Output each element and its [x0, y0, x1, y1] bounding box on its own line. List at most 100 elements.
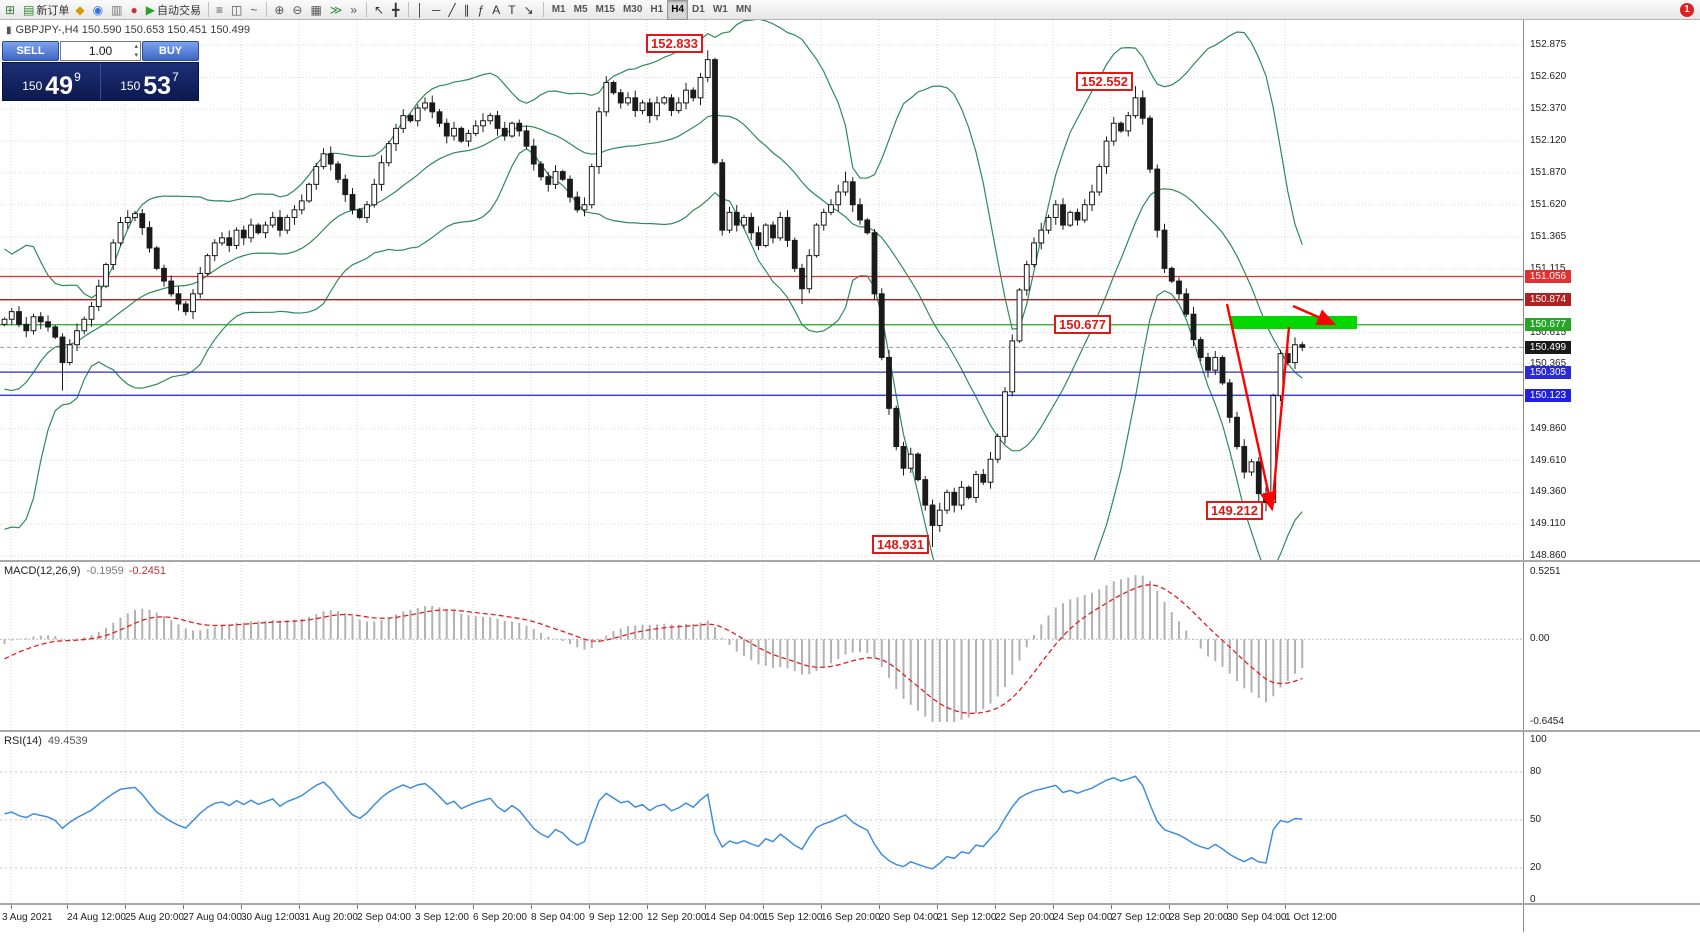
time-axis-label: 2 Sep 04:00: [357, 912, 411, 923]
toolbar-separator: [366, 2, 368, 17]
channel-icon-glyph: ∥: [463, 2, 470, 17]
bar-chart-icon[interactable]: ≡: [213, 1, 228, 19]
timeframe-m30[interactable]: M30: [619, 0, 646, 20]
red-arrow-annotation[interactable]: [1225, 303, 1277, 512]
navigator-icon-glyph: ◉: [92, 2, 104, 17]
timeframe-d1[interactable]: D1: [688, 0, 709, 20]
trendline-icon[interactable]: ╱: [445, 1, 460, 19]
record-icon[interactable]: ●: [127, 1, 142, 19]
toolbar-separator: [408, 2, 410, 17]
price-tag-150.305: 150.305: [1525, 365, 1571, 379]
label-icon[interactable]: T: [505, 1, 520, 19]
price-annotation-149.212[interactable]: 149.212: [1206, 501, 1263, 520]
horizontal-lines[interactable]: [0, 275, 1523, 396]
sell-price-prefix: 150: [22, 79, 43, 93]
horizontal-line-icon[interactable]: ─: [429, 1, 446, 19]
sell-price[interactable]: 150 49 9: [3, 63, 100, 100]
time-tick: [1169, 905, 1170, 909]
rsi-axis-label: 20: [1530, 862, 1542, 873]
macd-axis-label: -0.6454: [1530, 716, 1564, 727]
fibonacci-icon[interactable]: ƒ: [475, 1, 490, 19]
price-axis-label: 150.615: [1530, 326, 1567, 338]
autotrade-button[interactable]: ▶ 自动交易: [143, 1, 204, 19]
volume-input[interactable]: 1.00 ▴ ▾: [60, 41, 141, 61]
zoom-out-icon[interactable]: ⊖: [289, 1, 307, 19]
time-tick: [67, 905, 68, 909]
timeframe-m1[interactable]: M1: [548, 0, 570, 20]
crosshair-icon[interactable]: ╋: [389, 1, 404, 19]
buy-button[interactable]: BUY: [142, 41, 199, 61]
price-tag-150.677: 150.677: [1525, 318, 1571, 332]
timeframe-h4[interactable]: H4: [667, 0, 689, 20]
panel-divider[interactable]: [0, 903, 1700, 905]
red-arrow-annotation[interactable]: [1270, 326, 1291, 510]
timeframe-mn[interactable]: MN: [732, 0, 756, 20]
new-order-button[interactable]: ▤ 新订单: [20, 1, 72, 19]
price-annotation-148.931[interactable]: 148.931: [872, 535, 929, 554]
timeframe-m15[interactable]: M15: [592, 0, 619, 20]
volume-stepper[interactable]: ▴ ▾: [134, 43, 138, 59]
time-axis-label: 16 Sep 20:00: [821, 912, 881, 923]
panel-divider[interactable]: [0, 560, 1700, 562]
market-watch-icon[interactable]: ▥: [108, 1, 127, 19]
sell-price-sup: 9: [74, 70, 81, 84]
rsi-value: 49.4539: [47, 735, 88, 747]
timeframe-mn-label: MN: [735, 4, 752, 15]
line-chart-icon-glyph: ~: [250, 2, 258, 17]
rsi-panel[interactable]: [0, 732, 1523, 905]
mql5-icon-glyph: ◆: [75, 2, 85, 17]
candlestick-chart-icon[interactable]: ◫: [228, 1, 247, 19]
autotrade-button-label: 自动交易: [156, 4, 201, 17]
label-icon-glyph: T: [508, 2, 516, 17]
time-tick: [937, 905, 938, 909]
price-annotation-150.677[interactable]: 150.677: [1054, 315, 1111, 334]
navigator-icon[interactable]: ◉: [90, 1, 108, 19]
fibonacci-icon-glyph: ƒ: [477, 2, 485, 17]
rsi-axis-label: 100: [1530, 734, 1547, 745]
main-chart[interactable]: [0, 20, 1523, 560]
auto-scroll-icon[interactable]: ≫: [327, 1, 348, 19]
macd-indicator-label: MACD(12,26,9) -0.1959 -0.2451: [4, 565, 166, 577]
time-axis-label: 21 Sep 12:00: [937, 912, 997, 923]
cursor-icon[interactable]: ↖: [371, 1, 389, 19]
buy-price-sup: 7: [172, 70, 179, 84]
line-chart-icon[interactable]: ~: [247, 1, 262, 19]
mql5-icon[interactable]: ◆: [72, 1, 89, 19]
macd-signal-line: [4, 584, 1303, 715]
price-tag-150.874: 150.874: [1525, 293, 1571, 307]
time-axis[interactable]: 3 Aug 2021 24 Aug 12:00 25 Aug 20:00 27 Aug…: [0, 905, 1523, 932]
tile-windows-icon[interactable]: ▦: [307, 1, 326, 19]
sell-button[interactable]: SELL: [2, 41, 59, 61]
timeframe-d1-label: D1: [692, 4, 705, 15]
green-rectangle-annotation[interactable]: [1231, 316, 1357, 329]
time-tick: [357, 905, 358, 909]
time-tick: [183, 905, 184, 909]
vertical-line-icon-glyph: │: [416, 2, 424, 17]
text-icon[interactable]: A: [489, 1, 505, 19]
market-watch-icon-glyph: ▥: [111, 2, 123, 17]
toolbar: ⊞ ▤ 新订单 ◆ ◉ ▥ ● ▶ 自动交易 ≡ ◫ ~ ⊕ ⊖ ▦ ≫» ↖ ╋ │ ─ ╱ ∥ ƒ A T ↘ M1 M5 M15 M…: [0, 0, 1700, 20]
timeframe-w1[interactable]: W1: [709, 0, 732, 20]
notification-badge[interactable]: 1: [1680, 3, 1694, 17]
price-annotation-152.833[interactable]: 152.833: [646, 34, 703, 53]
timeframe-h1[interactable]: H1: [646, 0, 667, 20]
trendline-icon-glyph: ╱: [448, 2, 456, 17]
macd-panel[interactable]: [0, 562, 1523, 730]
price-annotation-152.552[interactable]: 152.552: [1076, 72, 1133, 91]
channel-icon[interactable]: ∥: [461, 1, 475, 19]
price-axis[interactable]: 152.875 152.620 152.370 152.120 151.870 151.6…: [1523, 20, 1700, 932]
vertical-line-icon[interactable]: │: [413, 1, 429, 19]
new-order-button-label: 新订单: [36, 4, 70, 17]
zoom-in-icon[interactable]: ⊕: [271, 1, 289, 19]
timeframe-m5[interactable]: M5: [570, 0, 592, 20]
new-chart-icon[interactable]: ⊞: [2, 1, 20, 19]
sell-price-big: 49: [45, 72, 74, 100]
zoom-out-icon-glyph: ⊖: [292, 2, 303, 17]
buy-price[interactable]: 150 53 7: [100, 63, 198, 100]
panel-divider[interactable]: [0, 730, 1700, 732]
time-tick: [1111, 905, 1112, 909]
arrows-icon[interactable]: ↘: [521, 1, 539, 19]
chart-shift-icon[interactable]: »: [347, 1, 362, 19]
red-arrow-annotation[interactable]: [1292, 304, 1337, 326]
chart-shift-icon-glyph: »: [350, 2, 358, 17]
